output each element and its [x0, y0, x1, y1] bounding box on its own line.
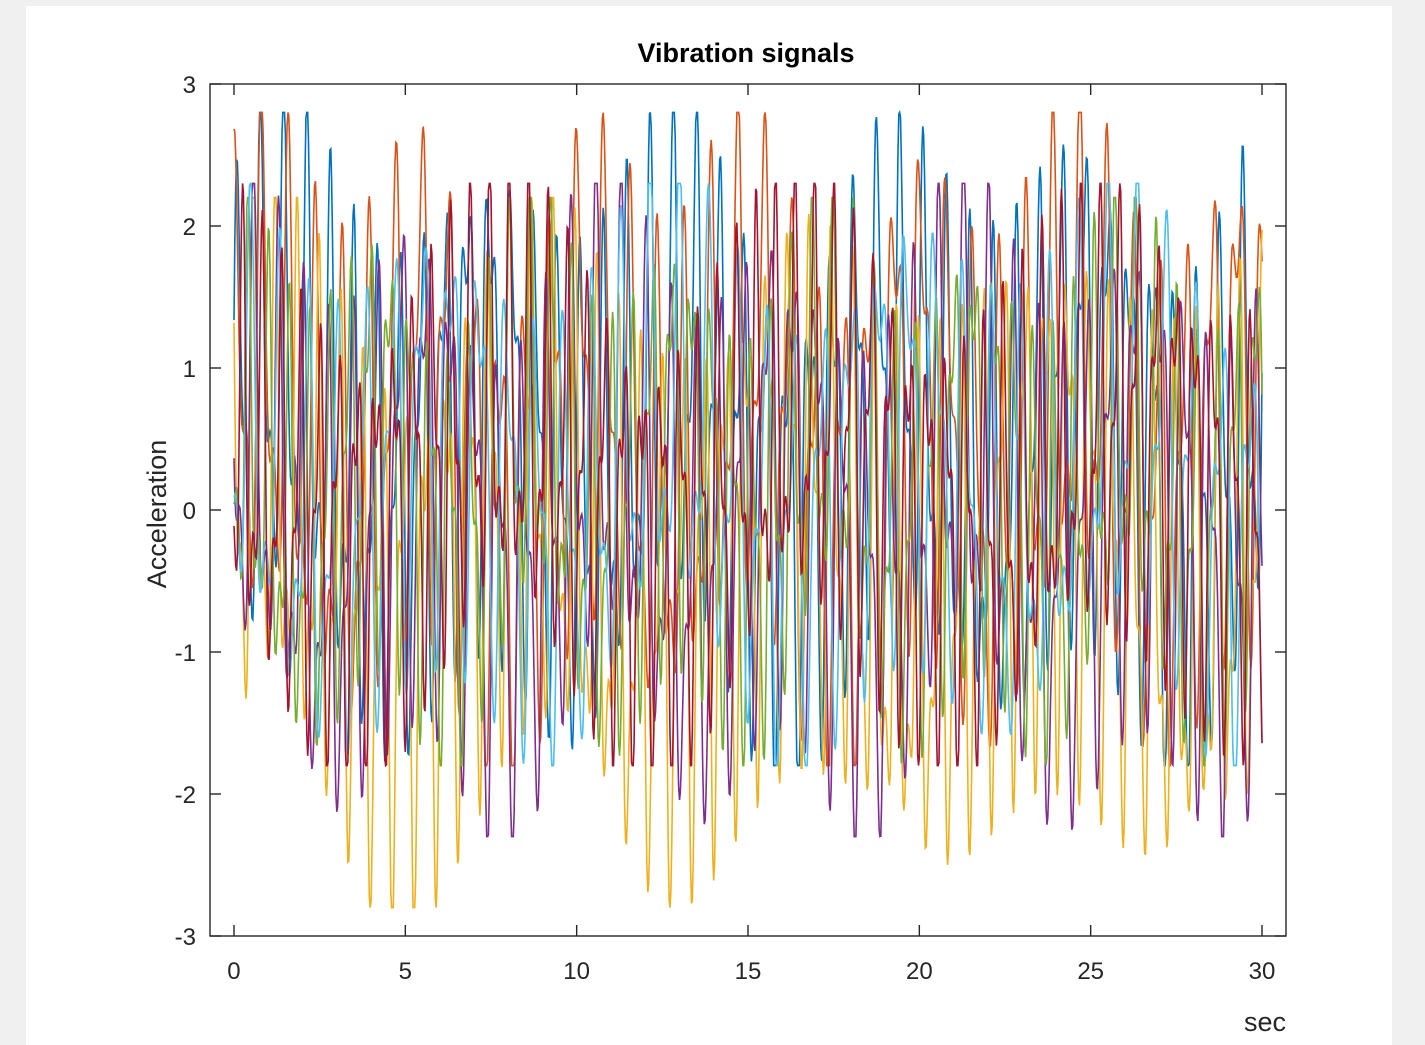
series-line-4 — [233, 182, 1263, 838]
chart-title: Vibration signals — [637, 38, 854, 68]
x-tick-label: 25 — [1077, 958, 1104, 985]
series-layer — [233, 110, 1263, 909]
x-tick-label: 5 — [399, 958, 412, 985]
chart: Vibration signals 0 5 10 15 20 25 30 -3 -2 -1 0 1 2 3… — [142, 38, 1287, 1037]
x-tick-label: 30 — [1249, 958, 1276, 985]
series-line-7 — [233, 182, 1263, 768]
x-tick-label: 15 — [735, 958, 762, 985]
y-tick-label: 0 — [183, 498, 196, 525]
x-tick-label: 20 — [906, 958, 933, 985]
y-tick-label: -2 — [175, 782, 196, 809]
y-tick-label: 3 — [183, 72, 196, 99]
ticks-layer: 0 5 10 15 20 25 30 -3 -2 -1 0 1 2 3 — [175, 72, 1287, 985]
figure: Vibration signals 0 5 10 15 20 25 30 -3 -2 -1 0 1 2 3… — [26, 6, 1392, 1045]
y-tick-label: -3 — [175, 924, 196, 951]
series-line-6 — [233, 182, 1263, 767]
x-tick-label: 0 — [227, 958, 240, 985]
y-tick-label: -1 — [175, 640, 196, 667]
y-tick-label: 1 — [183, 356, 196, 383]
series-line-5 — [233, 196, 1263, 767]
x-axis-label: sec — [1244, 1007, 1286, 1037]
y-axis-label: Acceleration — [142, 440, 172, 589]
y-tick-label: 2 — [183, 214, 196, 241]
x-tick-label: 10 — [563, 958, 590, 985]
